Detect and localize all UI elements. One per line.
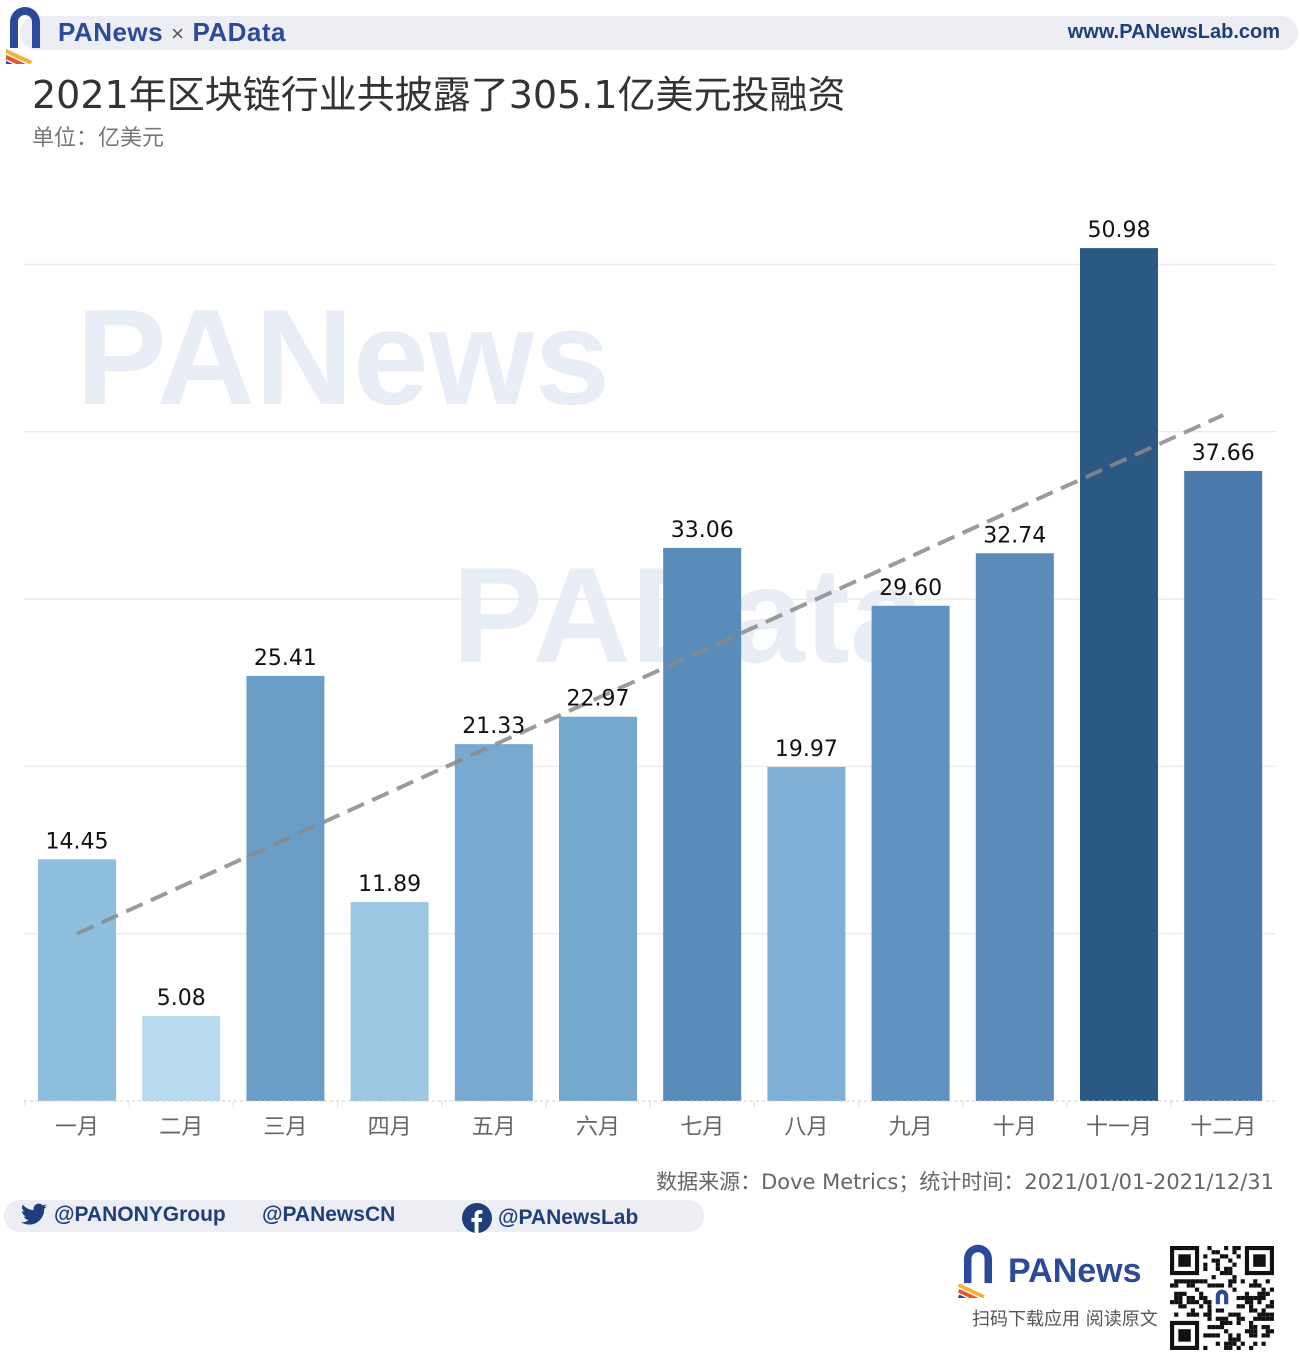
- twitter-handle-2: @PANewsCN: [262, 1203, 396, 1226]
- bar-4: [350, 902, 429, 1101]
- twitter-cn-link[interactable]: @PANewsCN: [262, 1203, 395, 1227]
- trendline: [76, 413, 1225, 936]
- x-tick-label: 五月: [472, 1115, 516, 1140]
- watermark: PANewsPAData: [76, 281, 927, 691]
- social-bar: [4, 1200, 704, 1232]
- scan-instruction: 扫码下载应用 阅读原文: [972, 1309, 1158, 1330]
- x-axis: 一月 二月 三月 四月 五月 六月 七月 八月 九月 十月 十一月 十二月: [24, 1100, 1276, 1140]
- trendline-dashed: [76, 413, 1225, 936]
- bottom-brand: PANews: [1008, 1252, 1142, 1290]
- value-label: 32.74: [983, 523, 1046, 548]
- header-brand: PANews × PAData: [58, 17, 286, 48]
- data-source-note: 数据来源：Dove Metrics；统计时间：2021/01/01-2021/1…: [656, 1170, 1274, 1194]
- value-label: 19.97: [775, 737, 838, 762]
- twitter-handle-1: @PANONYGroup: [54, 1203, 226, 1226]
- value-label: 5.08: [157, 986, 206, 1011]
- panews-bottom-logo-icon: [958, 1244, 992, 1298]
- bar-2: [142, 1016, 221, 1101]
- value-label: 37.66: [1192, 441, 1255, 466]
- x-tick-label: 四月: [368, 1115, 412, 1140]
- bar-10: [975, 553, 1054, 1101]
- gridlines: [24, 263, 1276, 935]
- value-labels: 14.45 5.08 25.41 11.89 21.33 22.97 33.06 19.97 2…: [46, 218, 1255, 1011]
- bar-7: [663, 547, 742, 1101]
- qr-code[interactable]: [1170, 1246, 1274, 1350]
- value-label: 50.98: [1088, 218, 1151, 243]
- header-bar: [20, 16, 1298, 50]
- chart-subtitle: 单位：亿美元: [32, 126, 165, 151]
- site-url-link[interactable]: www.PANewsLab.com: [1067, 21, 1280, 43]
- bar-1: [38, 859, 116, 1101]
- x-tick-label: 七月: [680, 1115, 724, 1140]
- value-label: 25.41: [254, 646, 317, 671]
- x-tick-label: 九月: [889, 1115, 933, 1140]
- x-tick-label: 十二月: [1190, 1115, 1256, 1140]
- value-label: 29.60: [879, 576, 942, 601]
- bar-9: [871, 605, 950, 1101]
- bar-3: [246, 675, 325, 1101]
- x-tick-label: 十一月: [1086, 1115, 1152, 1140]
- brand-padata: PAData: [192, 17, 287, 47]
- value-label: 33.06: [671, 518, 734, 543]
- bar-6: [559, 716, 637, 1101]
- x-tick-label: 十月: [993, 1115, 1037, 1140]
- brand-separator: ×: [171, 21, 185, 46]
- value-label: 14.45: [46, 829, 109, 854]
- x-tick-label: 一月: [55, 1115, 99, 1140]
- panews-logo-icon: [6, 7, 40, 64]
- watermark-panews: PANews: [76, 281, 610, 433]
- bars: [38, 248, 1263, 1101]
- twitter-link[interactable]: @PANONYGroup: [20, 1203, 226, 1227]
- facebook-link[interactable]: @PANewsLab: [462, 1203, 638, 1233]
- value-label: 21.33: [462, 714, 525, 739]
- facebook-handle: @PANewsLab: [498, 1206, 639, 1229]
- value-label: 11.89: [358, 872, 421, 897]
- bar-12: [1184, 470, 1263, 1101]
- x-tick-label: 八月: [784, 1115, 828, 1140]
- x-tick-label: 六月: [576, 1115, 620, 1140]
- bar-8: [767, 766, 846, 1101]
- chart-title: 2021年区块链行业共披露了305.1亿美元投融资: [32, 73, 846, 117]
- twitter-icon: [21, 1203, 47, 1225]
- bar-5: [454, 744, 533, 1101]
- facebook-icon: [462, 1203, 492, 1233]
- x-tick-label: 二月: [159, 1115, 203, 1140]
- brand-panews: PANews: [58, 17, 164, 47]
- x-tick-label: 三月: [263, 1115, 307, 1140]
- bar-11: [1080, 248, 1158, 1101]
- value-label: 22.97: [567, 687, 630, 712]
